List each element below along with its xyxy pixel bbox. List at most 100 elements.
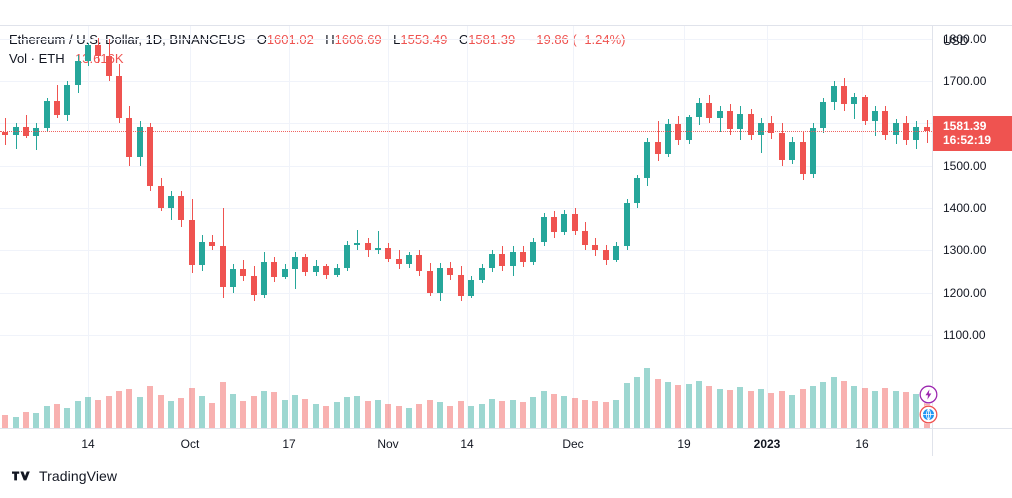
volume-bar — [158, 395, 164, 428]
candle-body — [717, 110, 723, 119]
time-gridline — [767, 26, 768, 428]
candle-wick — [875, 105, 876, 136]
time-axis-label: 14 — [460, 437, 474, 451]
candle-body — [737, 114, 743, 130]
volume-bar — [44, 406, 50, 428]
time-gridline — [289, 26, 290, 428]
candle-body — [33, 128, 39, 136]
price-gridline — [0, 38, 932, 40]
volume-bar — [220, 382, 226, 428]
candle-body — [323, 266, 329, 275]
candle-body — [789, 141, 795, 160]
volume-bar — [240, 401, 246, 428]
candle-body — [261, 262, 267, 296]
price-axis[interactable]: USD 1800.001700.001600.001500.001400.001… — [932, 26, 1012, 428]
candle-body — [592, 245, 598, 251]
chart-footer: TradingView — [0, 456, 1012, 498]
volume-bar — [737, 387, 743, 428]
price-axis-unit: USD — [943, 34, 969, 48]
current-price-time: 16:52:19 — [943, 133, 992, 148]
volume-bar — [13, 416, 19, 428]
volume-bar — [189, 388, 195, 428]
volume-bar — [851, 385, 857, 428]
candle-body — [209, 241, 215, 246]
volume-bar — [862, 388, 868, 428]
candle-body — [427, 270, 433, 293]
volume-bar — [106, 396, 112, 428]
candle-body — [841, 86, 847, 104]
volume-bar — [64, 408, 70, 428]
volume-bar — [603, 401, 609, 428]
chart-plot-area[interactable] — [0, 26, 932, 428]
volume-bar — [437, 401, 443, 428]
volume-bar — [271, 391, 277, 428]
lightning-badge-icon[interactable] — [919, 385, 938, 404]
candle-body — [634, 178, 640, 203]
volume-bar — [354, 395, 360, 428]
volume-bar — [727, 389, 733, 428]
volume-bar — [334, 402, 340, 428]
volume-bar — [882, 388, 888, 428]
time-gridline — [684, 26, 685, 428]
volume-bar — [551, 393, 557, 428]
price-axis-tick: 1100.00 — [943, 327, 986, 342]
candle-body — [882, 110, 888, 136]
price-gridline — [0, 207, 932, 209]
candle-body — [665, 124, 671, 154]
candle-body — [95, 45, 101, 56]
candle-body — [75, 60, 81, 86]
candle-body — [520, 251, 526, 263]
candle-wick — [36, 123, 37, 151]
price-gridline — [0, 123, 932, 125]
volume-bar — [841, 380, 847, 428]
volume-bar — [686, 383, 692, 428]
volume-bar — [541, 391, 547, 428]
time-axis-label: 19 — [677, 437, 691, 451]
candle-body — [126, 118, 132, 158]
candle-body — [862, 97, 868, 121]
price-axis-tick: 1400.00 — [943, 200, 987, 215]
candle-body — [820, 102, 826, 129]
current-price-tag[interactable]: 1581.39 16:52:19 — [933, 116, 1012, 152]
candle-body — [147, 126, 153, 186]
time-axis[interactable]: 14 Oct 17 Nov 14 Dec 19 2023 16 — [0, 428, 932, 457]
volume-bar — [634, 377, 640, 428]
candle-body — [313, 266, 319, 273]
candle-body — [251, 275, 257, 296]
candle-body — [240, 268, 246, 276]
candle-body — [706, 103, 712, 119]
volume-bar — [758, 388, 764, 428]
candle-body — [768, 123, 774, 133]
volume-bar — [510, 399, 516, 428]
volume-bar — [530, 397, 536, 428]
tradingview-logo[interactable]: TradingView — [12, 468, 117, 484]
time-gridline — [467, 26, 468, 428]
candle-body — [64, 85, 70, 115]
time-gridline — [88, 26, 89, 428]
volume-bar — [810, 386, 816, 428]
candle-body — [334, 268, 340, 275]
volume-bar — [427, 399, 433, 428]
candle-body — [913, 126, 919, 141]
time-axis-label: Oct — [180, 437, 200, 451]
volume-bar — [396, 406, 402, 428]
candle-body — [831, 86, 837, 103]
volume-bar — [251, 396, 257, 428]
candle-body — [396, 258, 402, 264]
volume-bar — [406, 408, 412, 428]
candle-body — [292, 257, 298, 269]
candle-body — [447, 268, 453, 275]
candle-wick — [854, 92, 855, 120]
volume-bar — [561, 396, 567, 428]
time-axis-label: 17 — [282, 437, 296, 451]
candle-body — [2, 131, 8, 136]
candle-body — [375, 247, 381, 251]
volume-bar — [665, 381, 671, 428]
candle-body — [230, 268, 236, 288]
globe-badge-icon[interactable] — [919, 405, 938, 424]
volume-bar — [385, 404, 391, 428]
volume-bar — [768, 393, 774, 428]
volume-bar — [789, 394, 795, 428]
volume-bar — [831, 376, 837, 428]
volume-bar — [416, 403, 422, 428]
